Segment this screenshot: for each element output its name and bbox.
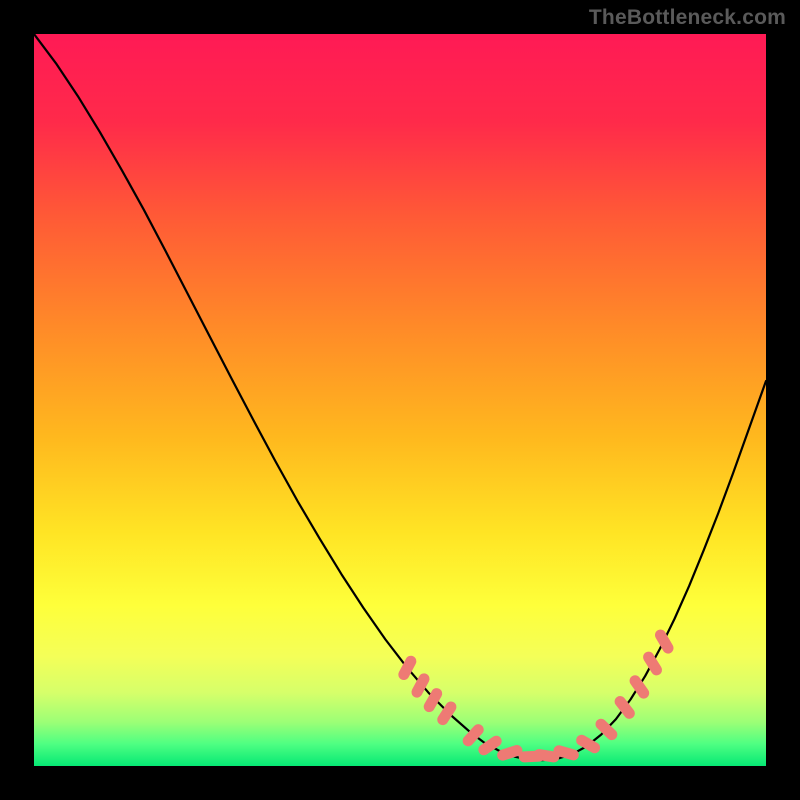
marker-capsule [422, 686, 445, 714]
overlay-svg [34, 34, 766, 766]
marker-capsule [653, 628, 676, 656]
plot-area [34, 34, 766, 766]
marker-capsule [641, 650, 664, 678]
bottleneck-curve [34, 34, 766, 760]
marker-capsule [612, 694, 637, 721]
chart-root: TheBottleneck.com [0, 0, 800, 800]
marker-capsule [627, 673, 651, 701]
watermark-text: TheBottleneck.com [589, 6, 786, 30]
